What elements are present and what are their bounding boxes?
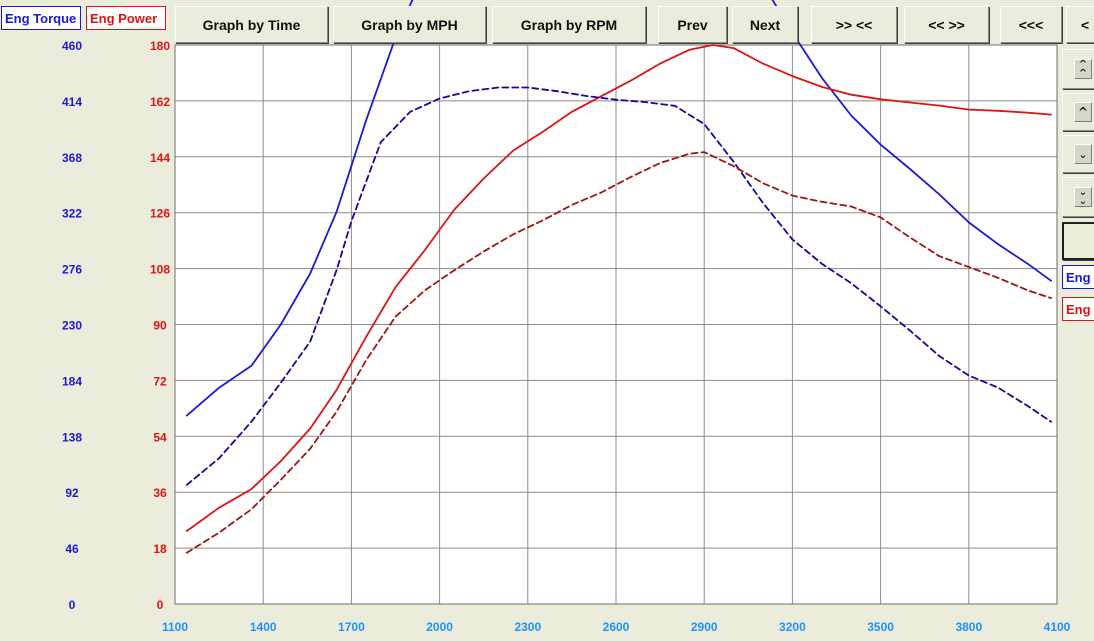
y-right-tick-label: 0 [157,598,164,612]
legend-right-eng-power[interactable]: Eng [1062,297,1094,321]
series-lines [185,0,1052,554]
graph-by-mph-button[interactable]: Graph by MPH [333,6,486,43]
legend-eng-torque-label: Eng Torque [5,10,77,26]
legend-eng-power[interactable]: Eng Power [86,6,166,30]
y-right-tick-label: 18 [153,542,167,556]
x-tick-label: 2900 [691,620,718,634]
y-right-tick-label: 126 [150,207,170,221]
x-tick-label: 2000 [426,620,453,634]
x-tick-label: 1100 [162,620,188,634]
next-button[interactable]: Next [732,6,798,43]
legend-right-eng-torque[interactable]: Eng [1062,265,1094,289]
y-right-tick-label: 72 [153,374,167,388]
y-left-tick-label: 460 [62,39,82,53]
prev-button[interactable]: Prev [658,6,727,43]
scroll-left-button[interactable]: < [1066,6,1094,43]
scroll-up-button[interactable]: ^ [1062,93,1094,131]
y-left-tick-label: 230 [62,319,82,333]
y-left-tick-label: 276 [62,263,82,277]
y-left-tick-label: 368 [62,151,82,165]
y-left-tick-label: 322 [62,207,82,221]
zoom-out-button[interactable]: << >> [904,6,989,43]
legend-right-eng-power-label: Eng [1066,301,1091,317]
y-right-tick-label: 54 [153,430,167,444]
legend-eng-power-label: Eng Power [90,10,158,26]
plot-frame [174,44,1058,605]
chevron-down-icon: ⌄ [1074,144,1092,164]
y-left-tick-label: 92 [65,486,79,500]
y-left-tick-label: 46 [65,542,79,556]
x-axis-ticks: 1100 1400 1700 2000 2300 2600 2900 3200 3500 3800… [162,620,1071,634]
scroll-top-button[interactable]: ^ ^ [1062,49,1094,89]
x-tick-label: 2600 [603,620,630,634]
y-right-tick-label: 144 [150,151,170,165]
scroll-bottom-button[interactable]: ⌄ ⌄ [1062,177,1094,217]
y-right-tick-label: 36 [153,486,167,500]
zoom-in-button[interactable]: >> << [811,6,897,43]
torque-series-dashed-line [185,86,1052,486]
double-chevron-up-icon: ^ ^ [1074,59,1092,79]
x-tick-label: 3500 [867,620,894,634]
x-tick-label: 1700 [338,620,365,634]
power-series-dashed-line [185,151,1052,554]
x-tick-label: 4100 [1044,620,1071,634]
blank-side-button[interactable] [1062,222,1094,260]
y-right-tick-label: 90 [153,319,167,333]
scroll-first-button[interactable]: <<< [1000,6,1062,43]
x-tick-label: 2300 [514,620,541,634]
legend-right-eng-torque-label: Eng [1066,269,1091,285]
y-left-tick-label: 0 [69,598,76,612]
torque-series-solid-line [185,0,1052,417]
graph-by-time-button[interactable]: Graph by Time [175,6,328,43]
grid-lines [175,45,1057,604]
x-tick-label: 1400 [250,620,277,634]
y-right-tick-label: 180 [150,39,170,53]
double-chevron-down-icon: ⌄ ⌄ [1074,187,1092,207]
x-tick-label: 3200 [779,620,806,634]
y-left-tick-label: 414 [62,95,82,109]
chevron-up-icon: ^ [1074,102,1092,122]
graph-by-rpm-button[interactable]: Graph by RPM [492,6,646,43]
legend-eng-torque[interactable]: Eng Torque [1,6,81,30]
y-left-tick-label: 138 [62,430,82,444]
scroll-down-button[interactable]: ⌄ [1062,135,1094,173]
x-tick-label: 3800 [955,620,982,634]
y-left-tick-label: 184 [62,374,82,388]
power-series-solid-line [185,44,1052,532]
y-right-tick-label: 162 [150,95,170,109]
y-right-tick-label: 108 [150,263,170,277]
